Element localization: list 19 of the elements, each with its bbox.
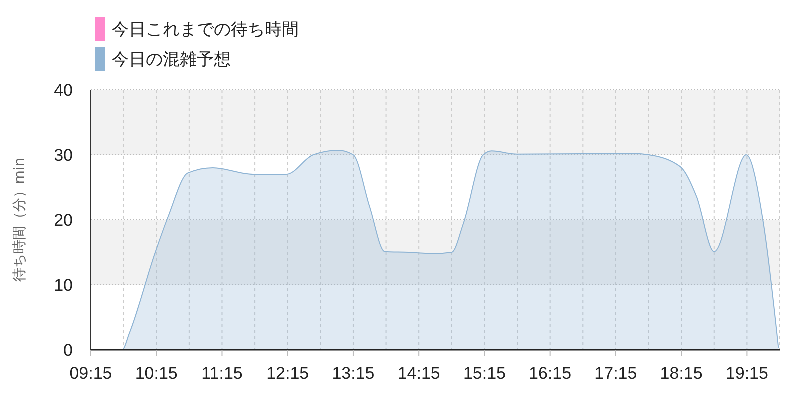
y-tick-label: 20 (54, 211, 73, 230)
x-tick-label: 14:15 (398, 364, 440, 383)
x-tick-label: 16:15 (529, 364, 572, 383)
x-tick-label: 18:15 (660, 364, 703, 383)
x-tick-label: 11:15 (202, 364, 243, 383)
x-tick-label: 15:15 (463, 364, 506, 383)
x-tick-label: 09:15 (70, 364, 112, 383)
x-tick-label: 12:15 (266, 364, 310, 383)
legend-label: 今日これまでの待ち時間 (112, 20, 299, 40)
x-tick-label: 13:15 (332, 364, 375, 383)
x-tick-label: 10:15 (135, 364, 178, 383)
x-tick-label: 19:15 (726, 364, 768, 383)
y-tick-label: 0 (64, 341, 73, 360)
y-axis-title: 待ち時間（分）min (12, 158, 28, 282)
y-tick-label: 40 (54, 81, 73, 100)
x-tick-label: 17:15 (594, 364, 638, 383)
y-tick-label: 30 (54, 146, 73, 165)
y-tick-label: 10 (54, 276, 73, 295)
legend-label: 今日の混雑予想 (112, 50, 231, 70)
